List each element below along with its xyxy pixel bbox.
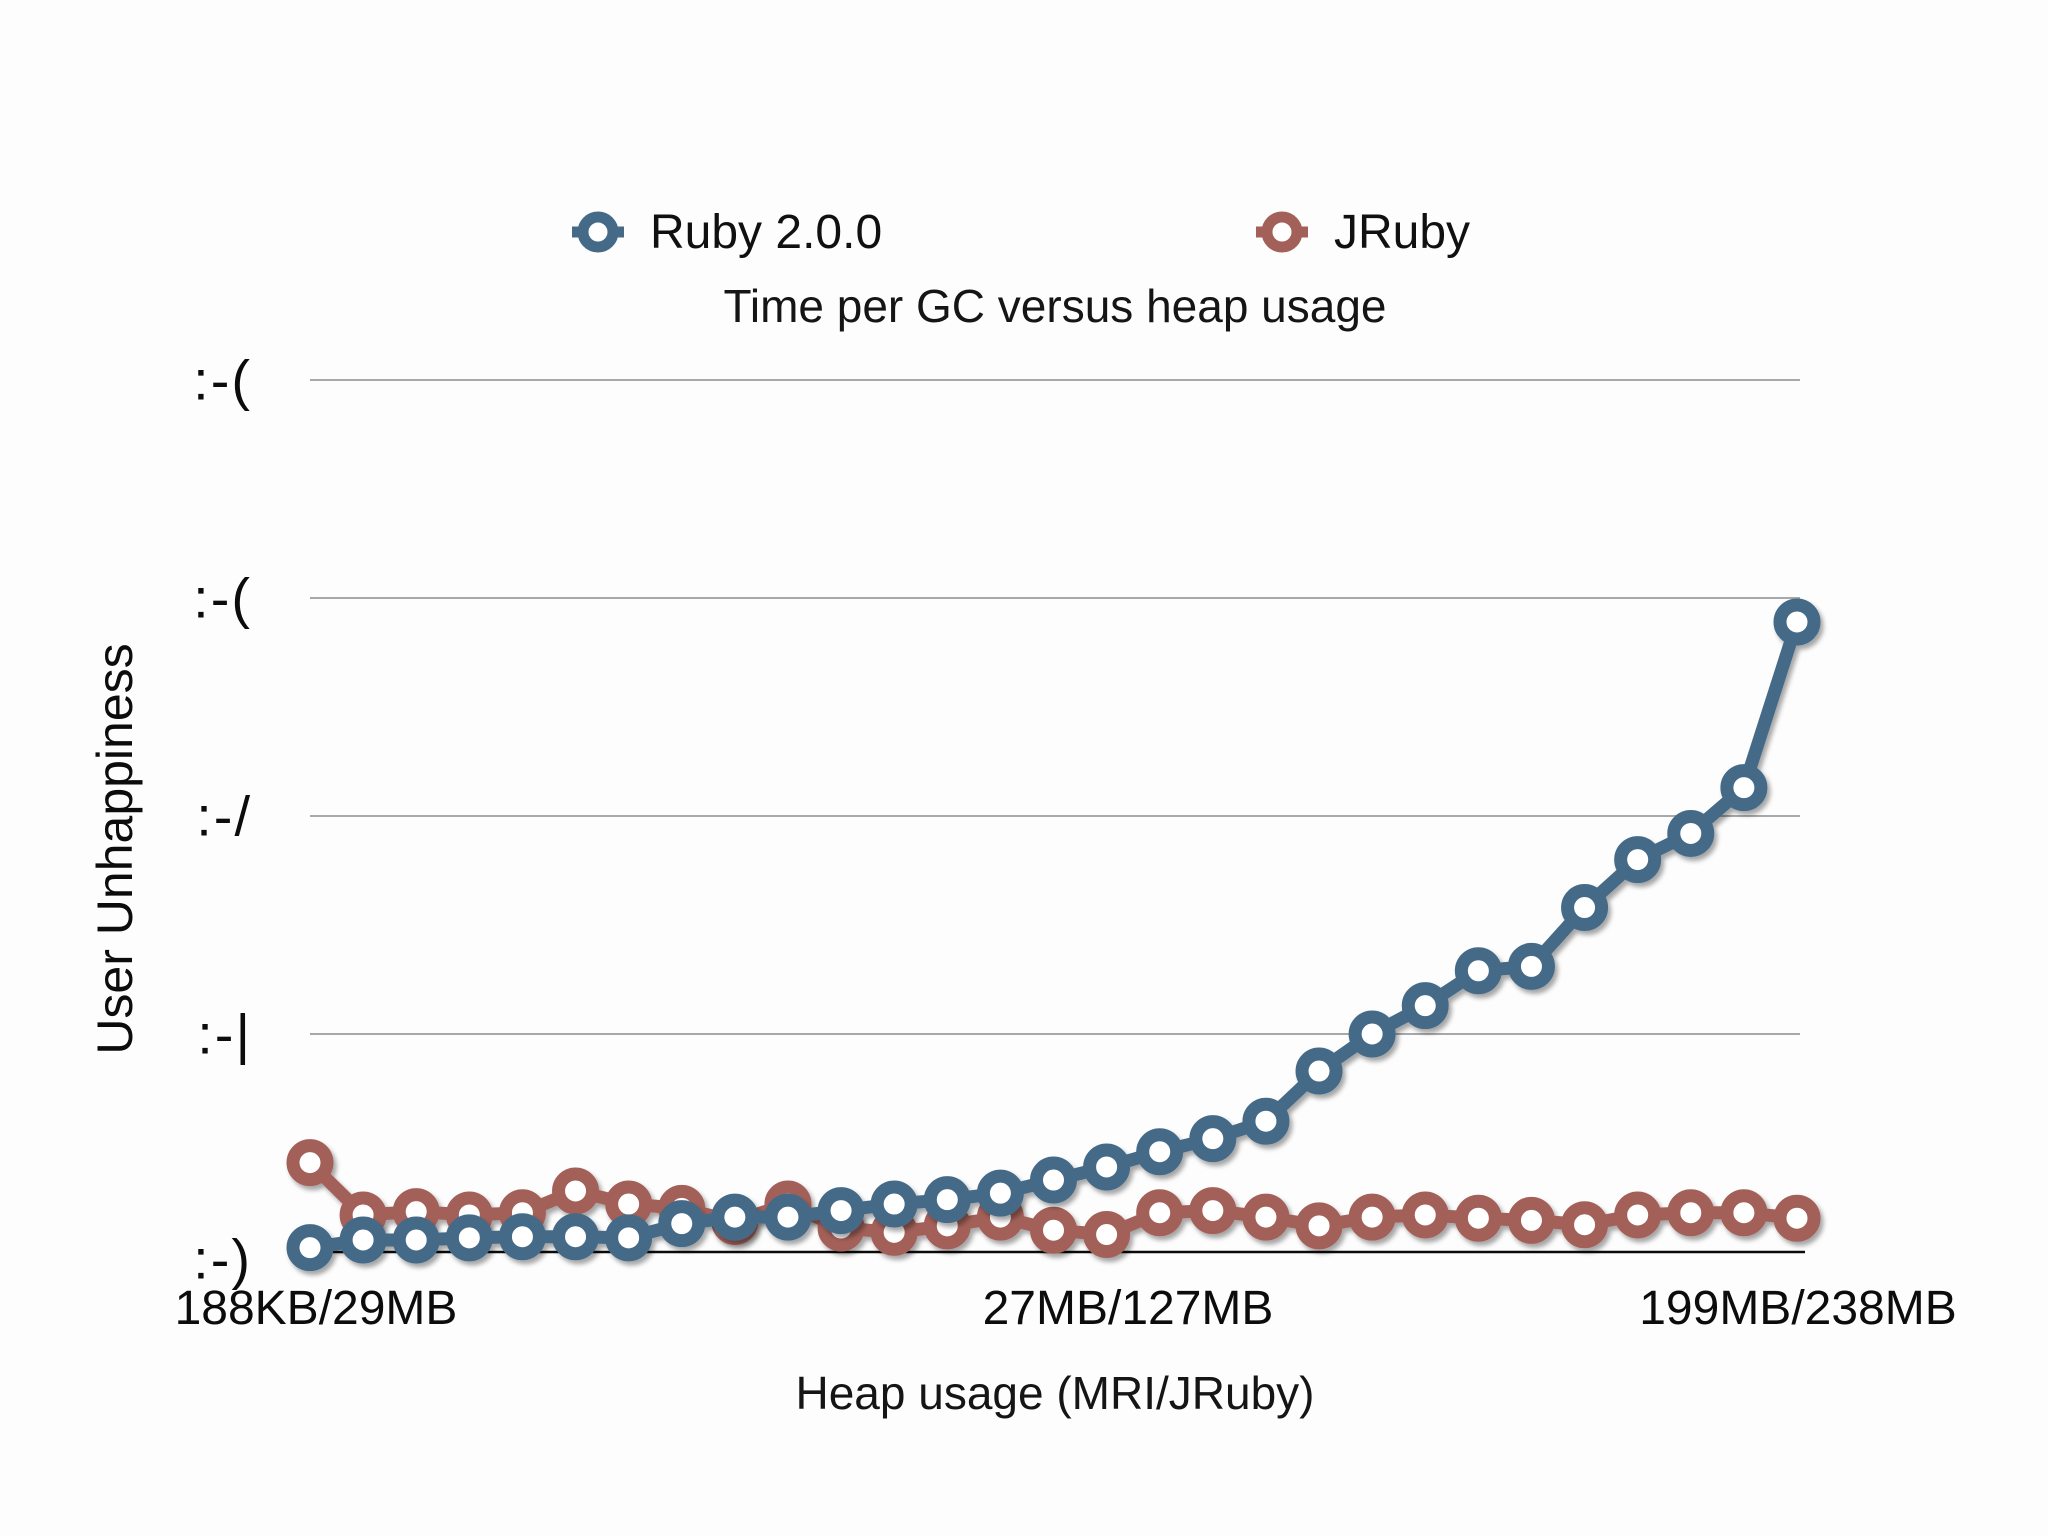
data-point: [1614, 836, 1662, 884]
data-point: [1136, 1128, 1184, 1176]
data-point: [1348, 1010, 1396, 1058]
data-point: [1083, 1211, 1131, 1259]
x-axis-title: Heap usage (MRI/JRuby): [795, 1367, 1315, 1419]
data-point: [1189, 1115, 1237, 1163]
y-tick-label-2: :-/: [196, 784, 252, 848]
data-point: [817, 1187, 865, 1235]
data-point: [1189, 1187, 1237, 1235]
data-point: [923, 1176, 971, 1224]
data-point: [1667, 809, 1715, 857]
data-point: [1030, 1156, 1077, 1204]
legend-item-ruby: Ruby 2.0.0: [572, 205, 883, 259]
x-tick-label-last: 199MB/238MB: [1639, 1282, 1957, 1335]
data-point: [976, 1169, 1024, 1217]
series-ruby-2-0-0: [286, 598, 1821, 1272]
data-point: [764, 1193, 812, 1241]
data-point: [1401, 982, 1449, 1030]
x-tick-label-middle: 27MB/127MB: [982, 1282, 1274, 1335]
legend-item-jruby: JRuby: [1256, 205, 1471, 259]
y-tick-label-4: :-(: [193, 348, 252, 412]
data-point: [1401, 1191, 1449, 1239]
data-point: [1454, 1194, 1502, 1242]
data-point: [1295, 1047, 1343, 1095]
data-point: [605, 1214, 653, 1262]
data-point: [1242, 1193, 1290, 1241]
data-point: [1295, 1202, 1343, 1250]
data-point: [711, 1193, 759, 1241]
data-point: [1507, 1196, 1555, 1244]
data-point: [1667, 1189, 1715, 1237]
data-point: [498, 1213, 546, 1261]
data-point: [1136, 1189, 1184, 1237]
data-point: [870, 1180, 918, 1228]
data-point: [1773, 1194, 1821, 1242]
data-point: [1454, 947, 1502, 995]
data-point: [1720, 1189, 1768, 1237]
data-point: [658, 1200, 706, 1248]
data-point: [339, 1216, 387, 1264]
data-point: [286, 1139, 334, 1187]
data-point: [1561, 884, 1609, 932]
data-point: [1348, 1193, 1396, 1241]
gridlines: [310, 379, 1800, 1035]
data-point: [1720, 764, 1768, 812]
y-axis-title: User Unhappiness: [87, 643, 143, 1055]
data-point: [445, 1214, 493, 1262]
y-tick-label-1: :-|: [197, 1002, 252, 1066]
ruby-series-marker-icon: [572, 211, 624, 253]
y-tick-label-0: :-): [193, 1227, 252, 1291]
series-jruby: [286, 1139, 1821, 1259]
series-line: [309, 619, 1804, 1255]
x-tick-label-first: 188KB/29MB: [174, 1282, 458, 1335]
data-point: [1242, 1097, 1290, 1145]
jruby-series-marker-icon: [1256, 211, 1308, 253]
data-point: [1773, 598, 1821, 646]
y-tick-label-3: :-(: [193, 566, 252, 630]
data-point: [552, 1167, 600, 1215]
data-point: [1083, 1143, 1131, 1191]
data-point: [1614, 1191, 1662, 1239]
data-point: [1507, 942, 1555, 990]
data-point: [552, 1213, 600, 1261]
data-point: [1561, 1201, 1609, 1249]
legend-label-ruby: Ruby 2.0.0: [650, 205, 883, 259]
data-point: [1030, 1206, 1077, 1254]
data-point: [286, 1224, 334, 1272]
chart-title: Time per GC versus heap usage: [723, 280, 1387, 332]
legend-label-jruby: JRuby: [1334, 205, 1471, 259]
data-point: [392, 1216, 440, 1264]
